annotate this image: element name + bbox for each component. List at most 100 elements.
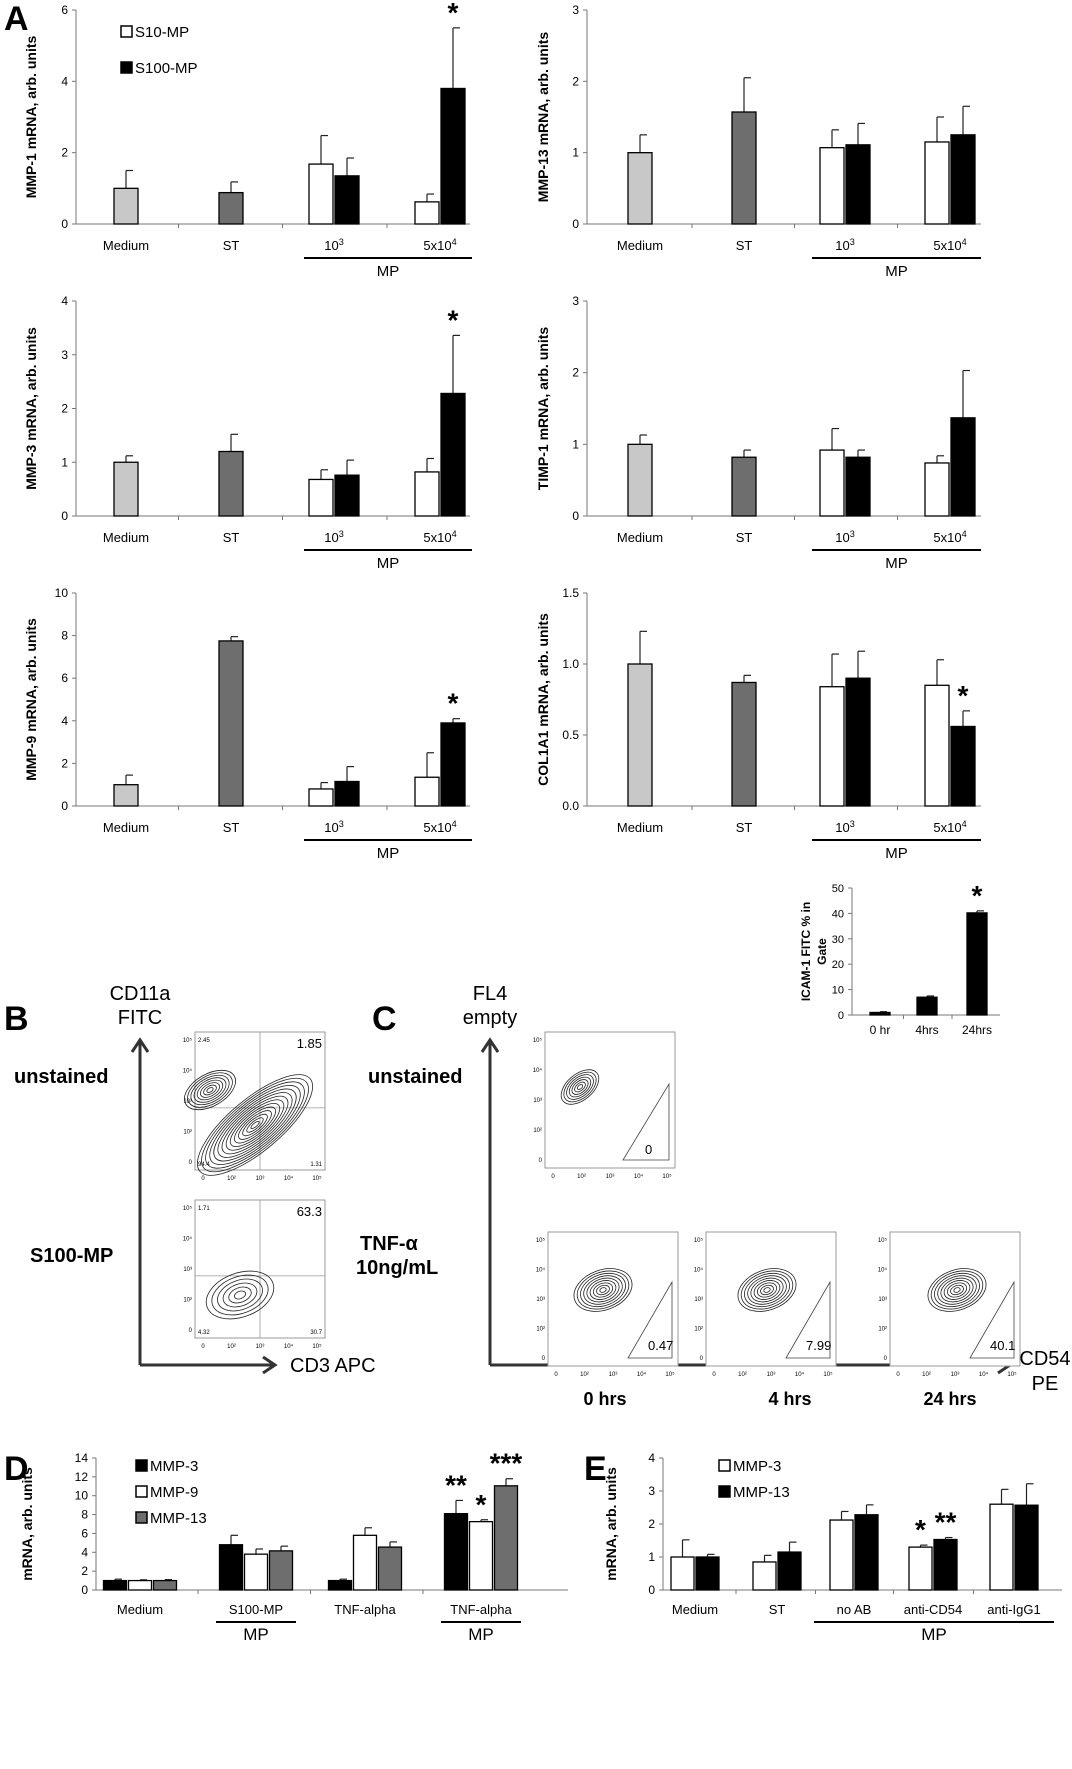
y-tick-label: 4 [61,74,68,88]
plot-frame [547,1231,679,1367]
y-tick-label: 0 [61,509,68,523]
bar [352,1534,378,1591]
c-flow-plot-unstained: 0 0 0 10² 10² 10³ 10³ 10⁴ 10⁴ 10⁵ 10⁵ [533,1031,676,1180]
contour [222,1282,258,1308]
y-tick-label: 8 [61,629,68,643]
chart-a3: 0 1 2 3 4 MMP-3 mRNA, arb. units * Medium ST 103 5… [23,294,472,572]
y-tick-label: 10² [878,1327,887,1333]
y-tick-label: 4 [81,1545,88,1559]
x-tick-label: TNF-alpha [334,1602,396,1617]
contour [576,1084,584,1090]
y-tick-label: 6 [61,671,68,685]
x-tick-label: 103 [324,529,344,545]
y-tick-label: 50 [832,883,844,895]
y-tick-label: 0 [700,1356,704,1362]
panel-letter-a: A [4,0,29,38]
bar [113,461,139,517]
group-label: MP [885,555,908,572]
y-tick-label: 10³ [183,1267,192,1273]
legend-swatch [120,25,133,38]
quadrant-lr: 1.31 [310,1162,322,1168]
bar [218,1544,244,1591]
y-tick-label: 10⁵ [694,1237,704,1244]
significance-star: * [448,0,459,28]
significance-star: * [448,688,459,719]
x-tick-label: 10⁵ [312,1175,322,1182]
c-yaxis-label-2: empty [463,1007,517,1029]
bar [102,1579,128,1591]
x-tick-label: 10³ [606,1174,615,1180]
bar [1014,1504,1039,1591]
x-tick-label: anti-CD54 [904,1602,963,1617]
c-time-label: 0 hrs [583,1389,626,1409]
chart-a4: 0 1 2 3 TIMP-1 mRNA, arb. units Medium ST 103 5x… [535,294,981,572]
contour [211,1274,269,1316]
y-tick-label: 0 [648,1583,655,1597]
chart-a6: 0.0 0.5 1.0 1.5 COL1A1 mRNA, arb. units * Medi… [535,586,981,862]
y-tick-label: 10⁴ [878,1267,888,1274]
bar [845,456,871,517]
contour [740,1270,794,1310]
y-tick-label: 0 [542,1356,546,1362]
y-axis-label: MMP-1 mRNA, arb. units [23,36,39,199]
c-row-label-unstained: unstained [368,1066,462,1088]
c-xaxis-label-1: CD54 [1019,1348,1070,1370]
bar [845,677,871,807]
y-axis-label: MMP-9 mRNA, arb. units [23,618,39,781]
contour [196,1074,314,1176]
bar [308,163,334,225]
b-flow-plot: 1.71 63.3 4.32 30.7 0 0 10² 10² 10³ 10³ 10⁴ 10⁴ 10⁵ 1… [183,1074,326,1350]
y-tick-label: 0 [838,1010,844,1022]
bar [777,1551,802,1591]
contour [238,1110,272,1140]
contour [753,1280,781,1300]
legend: S10-MP S100-MP [120,24,198,77]
bar [218,191,244,225]
gate [969,1280,1015,1359]
x-tick-label: 24hrs [962,1023,992,1037]
bar [670,1556,695,1591]
legend: MMP-3 MMP-9 MMP-13 [135,1458,207,1527]
y-tick-label: 0 [884,1356,888,1362]
y-tick-label: 1.0 [562,657,579,671]
contour [950,1284,964,1296]
contour [217,1278,263,1312]
x-tick-label: 10³ [256,1176,265,1182]
x-tick-label: 5x104 [423,819,456,835]
c-flow-plot-tnf: 7.99 0 0 10² 10² 10³ 10³ 10⁴ 10⁴ 10⁵ 10⁵ [694,1231,837,1378]
y-tick-label: 10³ [536,1297,545,1303]
y-tick-label: 10⁵ [533,1037,543,1044]
x-tick-label: Medium [672,1602,718,1617]
y-tick-label: 40 [832,908,844,920]
y-tick-label: 3 [572,3,579,17]
y-tick-label: 0 [539,1158,543,1164]
y-axis-label: mRNA, arb. units [603,1467,619,1581]
bar [966,912,988,1016]
x-tick-label: 103 [835,819,855,835]
y-tick-label: 10⁵ [878,1237,888,1244]
contour [750,1277,784,1303]
x-tick-label: Medium [117,1602,163,1617]
contour [760,1284,774,1296]
bar [308,478,334,517]
x-tick-label: 10⁴ [979,1371,989,1378]
bar [440,87,466,225]
c-row-label-tnf: TNF-α [360,1233,419,1255]
x-tick-label: 103 [324,237,344,253]
x-tick-label: 10² [577,1174,586,1180]
gate [622,1082,670,1161]
c-time-label: 24 hrs [923,1389,976,1409]
plot-frame [889,1231,1021,1367]
contour [576,1270,630,1310]
bar [152,1579,178,1591]
y-tick-label: 1 [61,455,68,469]
bar [113,784,139,807]
y-tick-label: 0 [572,509,579,523]
y-tick-label: 30 [832,934,844,946]
x-tick-label: Medium [103,238,149,253]
significance-star: * [476,1489,487,1520]
legend: MMP-3 MMP-13 [718,1458,790,1501]
b-yaxis-label-1: CD11a [110,983,172,1005]
